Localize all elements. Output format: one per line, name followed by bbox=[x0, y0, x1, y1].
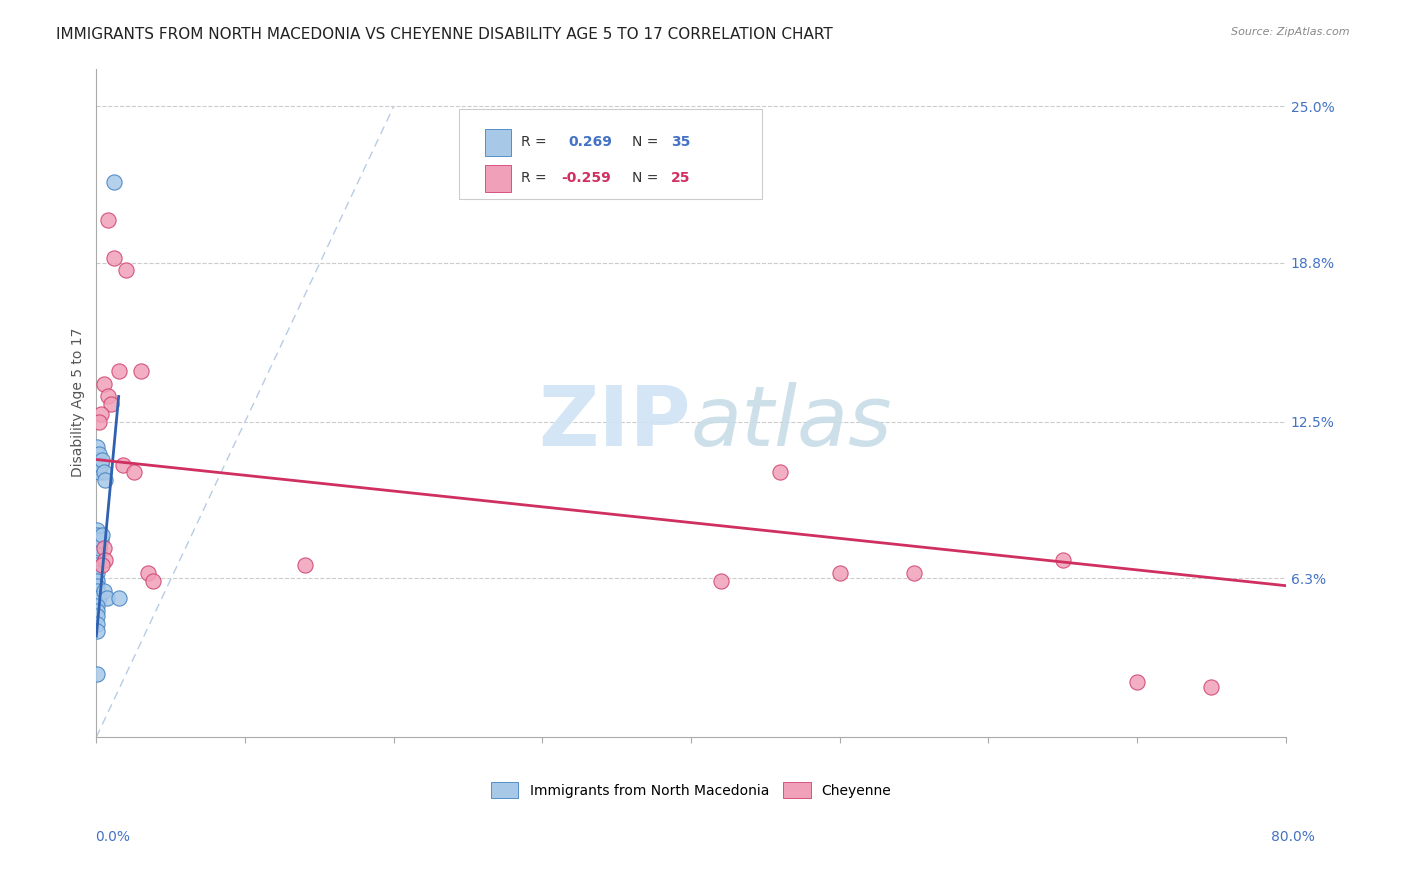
Text: N =: N = bbox=[631, 136, 662, 149]
Point bbox=[115, 263, 138, 277]
Text: 0.0%: 0.0% bbox=[96, 830, 131, 844]
Point bbox=[91, 452, 114, 467]
Point bbox=[103, 251, 125, 265]
Text: -0.259: -0.259 bbox=[561, 171, 612, 186]
Point bbox=[90, 533, 112, 548]
Point bbox=[97, 213, 120, 227]
Text: 80.0%: 80.0% bbox=[1271, 830, 1315, 844]
Point bbox=[86, 604, 108, 618]
Text: 0.269: 0.269 bbox=[568, 136, 613, 149]
Point bbox=[86, 667, 108, 681]
Point bbox=[93, 376, 115, 391]
Point bbox=[103, 175, 125, 189]
Point bbox=[86, 549, 108, 563]
Legend: Immigrants from North Macedonia, Cheyenne: Immigrants from North Macedonia, Cheyenn… bbox=[485, 776, 897, 804]
Point bbox=[138, 566, 160, 580]
Point bbox=[91, 558, 114, 573]
Point bbox=[129, 364, 152, 378]
Point bbox=[86, 583, 108, 598]
Point bbox=[86, 599, 108, 613]
Point bbox=[769, 465, 792, 479]
Point bbox=[86, 440, 108, 454]
Point bbox=[107, 591, 129, 606]
Point bbox=[86, 558, 108, 573]
Point bbox=[87, 458, 110, 472]
Point bbox=[1201, 680, 1223, 694]
Point bbox=[87, 541, 110, 555]
Text: ZIP: ZIP bbox=[538, 383, 692, 463]
Point bbox=[112, 458, 135, 472]
Point bbox=[87, 533, 110, 548]
Point bbox=[89, 591, 111, 606]
Point bbox=[142, 574, 165, 588]
Y-axis label: Disability Age 5 to 17: Disability Age 5 to 17 bbox=[72, 328, 86, 477]
Point bbox=[97, 389, 120, 403]
Text: 25: 25 bbox=[671, 171, 690, 186]
Point bbox=[87, 591, 110, 606]
Point bbox=[93, 583, 115, 598]
Point bbox=[86, 616, 108, 631]
Point bbox=[294, 558, 316, 573]
Point bbox=[94, 473, 117, 487]
Point bbox=[87, 448, 110, 462]
Point bbox=[86, 566, 108, 580]
Point bbox=[1126, 674, 1149, 689]
Point bbox=[710, 574, 733, 588]
Point bbox=[86, 624, 108, 638]
Point bbox=[903, 566, 925, 580]
Point bbox=[86, 452, 108, 467]
Point bbox=[86, 579, 108, 593]
Point bbox=[91, 528, 114, 542]
Point bbox=[96, 591, 118, 606]
Text: N =: N = bbox=[631, 171, 662, 186]
Text: Source: ZipAtlas.com: Source: ZipAtlas.com bbox=[1232, 27, 1350, 37]
Point bbox=[100, 397, 122, 411]
Text: R =: R = bbox=[522, 136, 555, 149]
Point bbox=[89, 415, 111, 429]
Text: 35: 35 bbox=[671, 136, 690, 149]
Point bbox=[94, 553, 117, 567]
Point bbox=[90, 407, 112, 421]
Text: IMMIGRANTS FROM NORTH MACEDONIA VS CHEYENNE DISABILITY AGE 5 TO 17 CORRELATION C: IMMIGRANTS FROM NORTH MACEDONIA VS CHEYE… bbox=[56, 27, 832, 42]
Point bbox=[86, 523, 108, 537]
Bar bbox=[485, 165, 512, 192]
Point bbox=[86, 609, 108, 624]
Point bbox=[1052, 553, 1074, 567]
Point bbox=[89, 465, 111, 479]
Point bbox=[107, 364, 129, 378]
Point bbox=[89, 541, 111, 555]
Point bbox=[87, 553, 110, 567]
Text: atlas: atlas bbox=[692, 383, 893, 463]
Point bbox=[86, 574, 108, 588]
Bar bbox=[485, 128, 512, 155]
Point bbox=[122, 465, 145, 479]
Point bbox=[90, 458, 112, 472]
Point bbox=[86, 528, 108, 542]
Point bbox=[828, 566, 851, 580]
FancyBboxPatch shape bbox=[460, 109, 762, 199]
Text: R =: R = bbox=[522, 171, 551, 186]
Point bbox=[93, 541, 115, 555]
Point bbox=[93, 465, 115, 479]
